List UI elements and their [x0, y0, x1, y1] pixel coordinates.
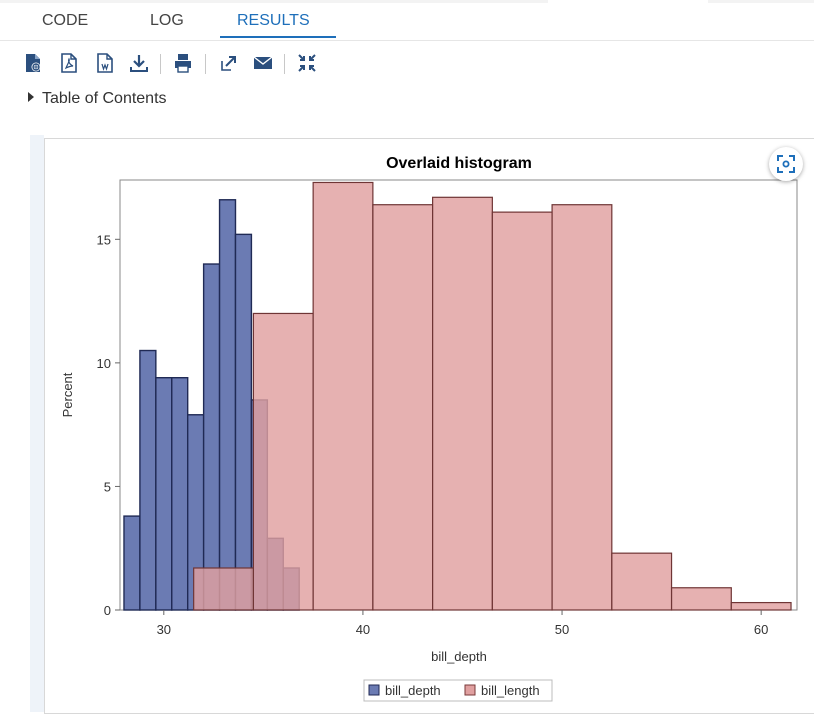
print-icon[interactable] [172, 52, 194, 74]
bill-depth-bar-2 [155, 377, 173, 611]
focus-frame-icon [777, 155, 795, 173]
bill-length-bar-5 [491, 211, 553, 611]
bill-depth-bar-1 [139, 349, 157, 611]
toolbar-separator [284, 54, 285, 74]
email-icon[interactable] [252, 52, 274, 74]
y-tick-label: 10 [97, 356, 111, 371]
chart-title: Overlaid histogram [386, 155, 532, 172]
x-axis-label: bill_depth [431, 649, 487, 664]
bill-depth-bar-3 [171, 377, 189, 611]
results-left-gutter [30, 135, 44, 712]
x-tick-label: 50 [555, 622, 569, 637]
active-tab-indicator [220, 36, 336, 38]
word-doc-icon[interactable] [94, 52, 116, 74]
legend-swatch-bill-length [464, 684, 476, 696]
download-icon[interactable] [128, 52, 150, 74]
x-tick-label: 60 [754, 622, 768, 637]
bill-length-bar-6 [551, 204, 613, 611]
bill-depth-bar-7 [234, 233, 253, 611]
bill-length-bar-9 [730, 601, 792, 611]
table-of-contents-toggle[interactable]: Table of Contents [28, 90, 167, 108]
open-new-window-icon[interactable] [218, 52, 240, 74]
bill-length-bar-1 [252, 312, 314, 611]
bill-depth-bar-5 [202, 263, 221, 611]
toolbar-separator [205, 54, 206, 74]
legend-label-bill-depth: bill_depth [385, 683, 441, 698]
bill-depth-bar-0 [123, 515, 141, 611]
bill-length-bar-0 [193, 567, 255, 611]
top-border [0, 0, 548, 3]
bars-group [123, 181, 792, 611]
pdf-doc-icon[interactable] [58, 52, 80, 74]
axes-group: 30 40 50 60 0 5 10 15 [97, 232, 769, 637]
top-border [708, 0, 814, 3]
html-doc-icon[interactable] [22, 52, 44, 74]
bill-depth-bar-6 [218, 199, 237, 611]
y-tick-label: 15 [97, 232, 111, 247]
y-tick-label: 0 [104, 603, 111, 618]
legend-swatch-bill-depth [368, 684, 380, 696]
bill-length-bar-7 [611, 552, 673, 611]
legend-box [363, 679, 553, 702]
tab-code[interactable]: CODE [42, 12, 89, 29]
tab-log[interactable]: LOG [150, 12, 184, 29]
expand-triangle-icon [28, 92, 34, 102]
bill-length-bar-4 [432, 196, 493, 611]
legend: bill_depth bill_length [363, 679, 553, 702]
x-tick-label: 40 [356, 622, 370, 637]
tab-bar: CODE LOG RESULTS [0, 0, 814, 41]
tab-results[interactable]: RESULTS [237, 12, 310, 29]
bill-length-bar-3 [372, 204, 434, 611]
toolbar-separator [160, 54, 161, 74]
bill-length-bar-8 [670, 587, 732, 611]
y-tick-label: 5 [104, 479, 111, 494]
collapse-icon[interactable] [296, 52, 318, 74]
x-tick-label: 30 [157, 622, 171, 637]
toc-label: Table of Contents [42, 90, 167, 107]
bill-length-bar-2 [312, 181, 374, 611]
y-axis-label: Percent [60, 372, 75, 417]
zoom-focus-button[interactable] [769, 147, 803, 181]
legend-label-bill-length: bill_length [481, 683, 540, 698]
